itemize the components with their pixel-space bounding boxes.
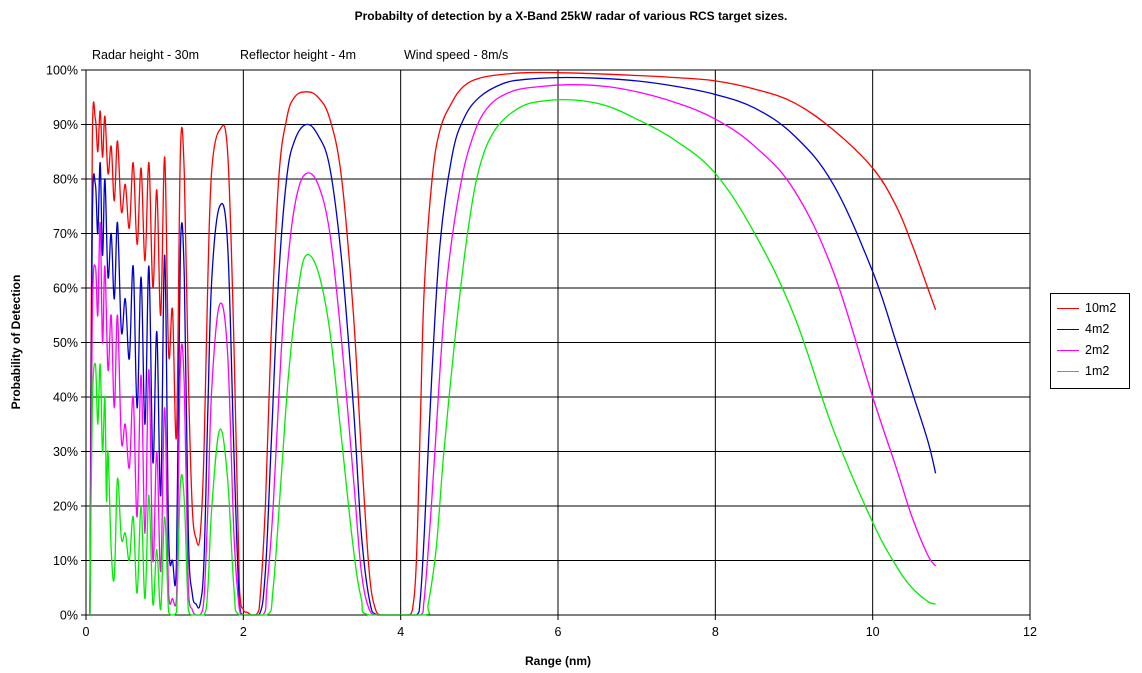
- x-axis-ticks: 0 2 4 6 8 10 12: [83, 615, 1037, 639]
- legend-swatch: [1057, 328, 1079, 330]
- y-tick-label: 20%: [53, 500, 78, 514]
- y-tick-label: 90%: [53, 118, 78, 132]
- legend-label: 2m2: [1085, 343, 1110, 357]
- legend: 10m2 4m2 2m2 1m2: [1050, 293, 1130, 389]
- legend-label: 1m2: [1085, 364, 1110, 378]
- series-line-1m2: [89, 98, 936, 616]
- legend-item: 10m2: [1057, 300, 1116, 316]
- series-line-4m2: [89, 76, 937, 616]
- x-axis-label: Range (nm): [525, 654, 591, 668]
- y-tick-label: 70%: [53, 227, 78, 241]
- x-tick-label: 8: [712, 625, 719, 639]
- y-tick-label: 50%: [53, 336, 78, 350]
- legend-label: 4m2: [1085, 322, 1110, 336]
- y-tick-label: 100%: [46, 64, 78, 78]
- x-tick-label: 6: [555, 625, 562, 639]
- series-line-10m2: [89, 71, 937, 616]
- series-line-2m2: [89, 84, 937, 616]
- x-tick-label: 0: [83, 625, 90, 639]
- legend-item: 1m2: [1057, 363, 1109, 379]
- annotation-radar-height: Radar height - 30m: [92, 48, 200, 62]
- y-tick-label: 10%: [53, 554, 78, 568]
- x-tick-label: 2: [240, 625, 247, 639]
- y-tick-label: 0%: [60, 609, 78, 623]
- y-tick-label: 60%: [53, 282, 78, 296]
- x-tick-label: 12: [1023, 625, 1037, 639]
- y-tick-label: 80%: [53, 173, 78, 187]
- y-axis-label: Probability of Detection: [9, 275, 23, 410]
- x-tick-label: 10: [866, 625, 880, 639]
- y-tick-label: 30%: [53, 445, 78, 459]
- chart-title: Probabilty of detection by a X-Band 25kW…: [354, 9, 788, 23]
- x-tick-label: 4: [397, 625, 404, 639]
- legend-item: 2m2: [1057, 342, 1109, 358]
- series-group: [89, 71, 937, 616]
- legend-label: 10m2: [1085, 301, 1117, 315]
- y-axis-ticks: 0% 10% 20% 30% 40% 50% 60% 70% 80% 90% 100%: [46, 64, 86, 623]
- annotation-wind-speed: Wind speed - 8m/s: [404, 48, 509, 62]
- legend-swatch: [1057, 349, 1079, 351]
- legend-swatch: [1057, 370, 1079, 372]
- legend-item: 4m2: [1057, 321, 1109, 337]
- legend-swatch: [1057, 307, 1079, 309]
- y-tick-label: 40%: [53, 391, 78, 405]
- annotation-reflector-height: Reflector height - 4m: [240, 48, 357, 62]
